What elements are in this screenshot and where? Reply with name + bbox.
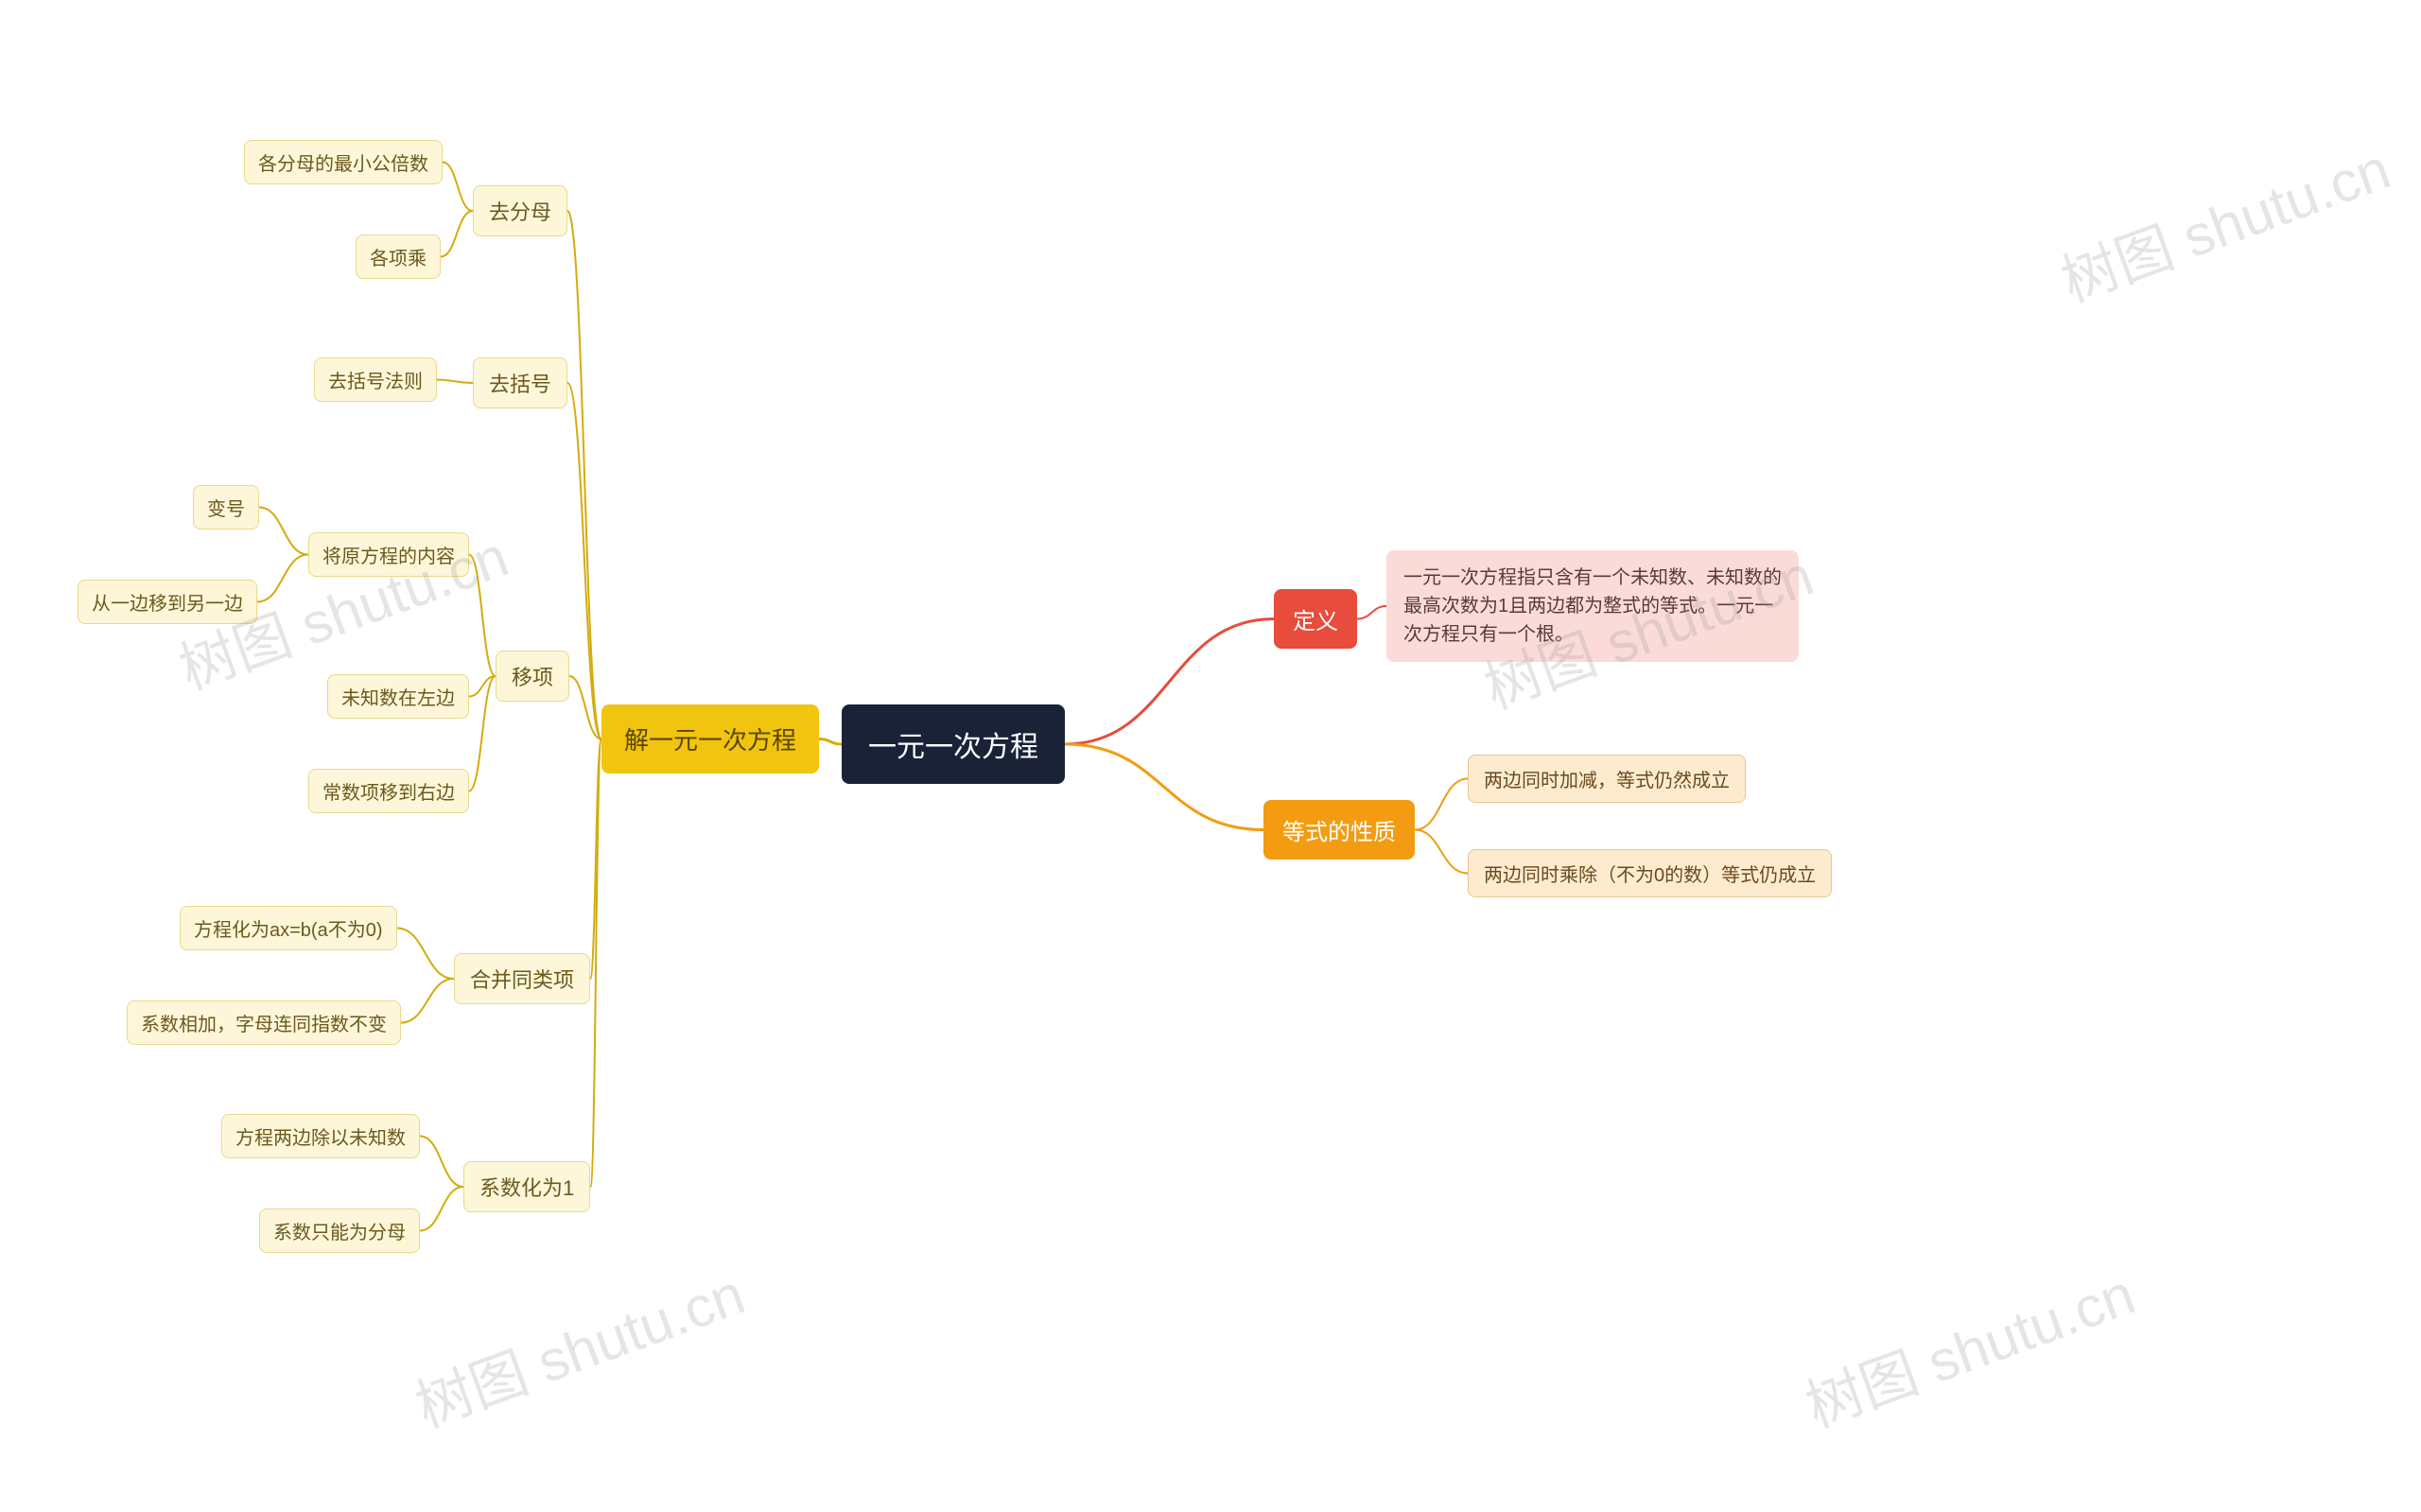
node-s1b[interactable]: 各项乘 (356, 235, 441, 279)
node-s1a[interactable]: 各分母的最小公倍数 (244, 140, 443, 184)
node-text: 两边同时加减，等式仍然成立 (1484, 765, 1730, 792)
node-text-line: 一元一次方程指只含有一个未知数、未知数的 (1403, 564, 1782, 592)
node-text: 将原方程的内容 (322, 541, 455, 568)
node-prop2[interactable]: 两边同时乘除（不为0的数）等式仍成立 (1468, 849, 1832, 897)
node-text-line: 次方程只有一个根。 (1403, 620, 1782, 649)
node-text: 移项 (512, 661, 553, 691)
node-s5a[interactable]: 方程两边除以未知数 (221, 1114, 420, 1158)
watermark: 树图 shutu.cn (1793, 1248, 2144, 1443)
node-text: 方程两边除以未知数 (235, 1122, 406, 1150)
node-prop1[interactable]: 两边同时加减，等式仍然成立 (1468, 755, 1746, 803)
node-text-line: 最高次数为1且两边都为整式的等式。一元一 (1403, 592, 1782, 620)
node-text: 系数只能为分母 (273, 1217, 406, 1244)
node-s4b[interactable]: 系数相加，字母连同指数不变 (127, 1000, 401, 1045)
node-s3c[interactable]: 常数项移到右边 (308, 769, 469, 813)
node-text: 常数项移到右边 (322, 777, 455, 805)
node-text: 方程化为ax=b(a不为0) (194, 914, 383, 942)
node-text: 定义 (1293, 602, 1338, 635)
node-text: 变号 (207, 494, 245, 521)
node-s3a2[interactable]: 从一边移到另一边 (78, 580, 257, 624)
node-prop[interactable]: 等式的性质 (1263, 800, 1415, 860)
node-text: 解一元一次方程 (624, 721, 796, 756)
node-s3a1[interactable]: 变号 (193, 485, 259, 530)
node-s5[interactable]: 系数化为1 (463, 1161, 590, 1212)
node-s1[interactable]: 去分母 (473, 185, 567, 236)
node-s5b[interactable]: 系数只能为分母 (259, 1208, 420, 1253)
node-s3a[interactable]: 将原方程的内容 (308, 532, 469, 577)
node-text: 等式的性质 (1282, 813, 1396, 846)
node-text: 一元一次方程 (868, 723, 1038, 765)
node-s4a[interactable]: 方程化为ax=b(a不为0) (180, 906, 397, 950)
watermark: 树图 shutu.cn (403, 1248, 754, 1443)
node-text: 去括号法则 (328, 366, 423, 393)
node-text: 两边同时乘除（不为0的数）等式仍成立 (1484, 860, 1816, 887)
node-solve[interactable]: 解一元一次方程 (601, 704, 819, 773)
node-text: 各项乘 (370, 243, 427, 270)
node-text: 系数化为1 (479, 1172, 574, 1202)
node-text: 去分母 (489, 196, 551, 226)
node-text: 未知数在左边 (341, 683, 455, 710)
node-s3b[interactable]: 未知数在左边 (327, 674, 469, 719)
node-def_desc[interactable]: 一元一次方程指只含有一个未知数、未知数的最高次数为1且两边都为整式的等式。一元一… (1386, 550, 1799, 662)
node-text: 系数相加，字母连同指数不变 (141, 1009, 387, 1036)
node-root[interactable]: 一元一次方程 (842, 704, 1065, 784)
connector-layer (0, 0, 2421, 1512)
node-text: 去括号 (489, 368, 551, 398)
node-text: 从一边移到另一边 (92, 588, 243, 616)
watermark: 树图 shutu.cn (2048, 123, 2399, 318)
node-s2a[interactable]: 去括号法则 (314, 357, 437, 402)
node-s4[interactable]: 合并同类项 (454, 953, 590, 1004)
node-s2[interactable]: 去括号 (473, 357, 567, 408)
node-s3[interactable]: 移项 (496, 651, 569, 702)
node-text: 各分母的最小公倍数 (258, 148, 428, 176)
node-text: 合并同类项 (470, 964, 574, 994)
node-def[interactable]: 定义 (1274, 589, 1357, 649)
